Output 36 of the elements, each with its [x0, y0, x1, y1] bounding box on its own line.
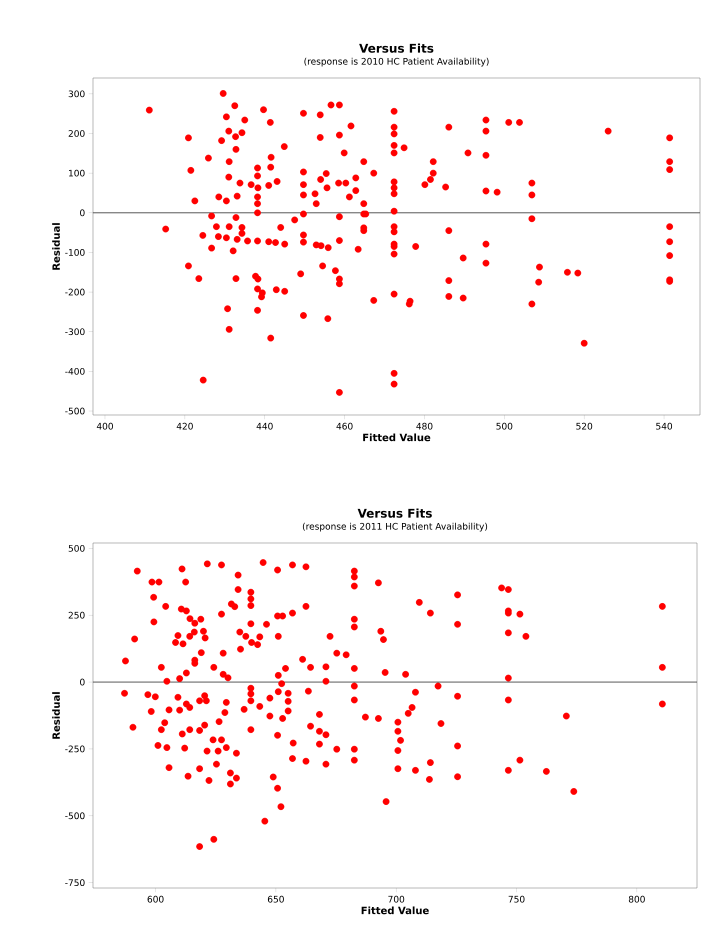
y-axis-title: Residual [52, 223, 60, 270]
y-tick-label: -100 [65, 249, 85, 256]
chart-subtitle: (response is 2010 HC Patient Availability) [304, 58, 489, 66]
y-tick-label: -400 [65, 368, 85, 375]
y-tick-label: 500 [68, 544, 85, 552]
x-tick-label: 540 [656, 422, 672, 430]
x-tick-label: 440 [256, 422, 273, 430]
x-tick-label: 460 [336, 422, 353, 430]
x-tick-label: 520 [576, 422, 592, 430]
y-tick-label: -200 [65, 288, 85, 296]
x-tick-label: 500 [496, 422, 512, 430]
y-tick-label: -250 [65, 746, 85, 752]
y-tick-label: -500 [65, 408, 85, 414]
y-axis-title: Residual [52, 692, 60, 739]
x-tick-label: 750 [508, 896, 525, 903]
x-tick-label: 700 [388, 896, 404, 903]
x-tick-label: 650 [268, 896, 284, 903]
y-tick-label: -300 [65, 328, 85, 336]
x-tick-label: 420 [176, 422, 193, 430]
x-tick-label: 400 [96, 422, 113, 430]
chart-subtitle: (response is 2011 HC Patient Availability) [302, 522, 488, 532]
y-tick-label: -750 [65, 879, 85, 886]
chart-title: Versus Fits [359, 43, 434, 53]
y-tick-label: -500 [65, 812, 85, 820]
y-tick-label: 200 [68, 130, 85, 137]
y-tick-label: 0 [80, 678, 85, 686]
x-tick-label: 800 [628, 896, 645, 903]
x-axis-title: Fitted Value [363, 433, 430, 442]
y-tick-label: 300 [68, 90, 85, 98]
chart-title: Versus Fits [358, 508, 432, 518]
x-tick-label: 480 [416, 422, 432, 430]
x-tick-label: 600 [148, 896, 164, 903]
x-axis-title: Fitted Value [362, 906, 429, 914]
y-tick-label: 250 [68, 612, 85, 619]
y-tick-label: 100 [69, 170, 85, 177]
y-tick-label: 0 [80, 209, 85, 216]
